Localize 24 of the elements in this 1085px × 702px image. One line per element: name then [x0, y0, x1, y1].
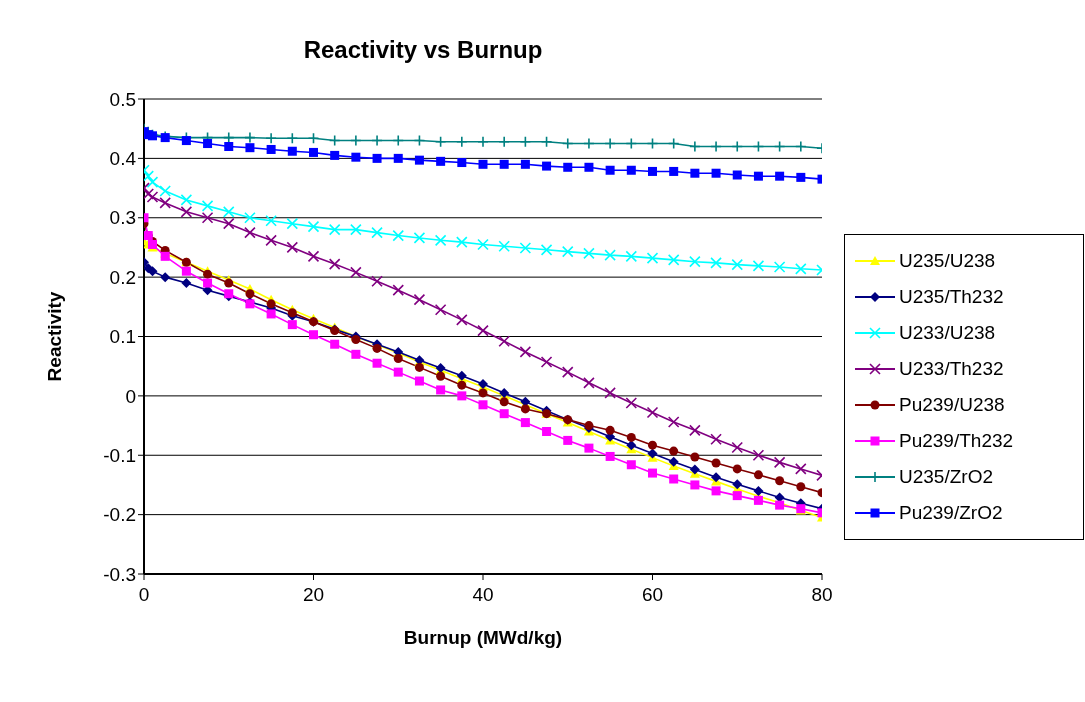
- y-tick-label: 0: [125, 385, 136, 407]
- x-tick-label: 40: [472, 584, 494, 606]
- x-tick-label: 80: [811, 584, 833, 606]
- legend-label: U235/Th232: [899, 286, 1004, 308]
- y-tick-label: 0.4: [109, 148, 137, 170]
- legend-label: Pu239/Th232: [899, 430, 1014, 452]
- legend-label: U233/U238: [899, 322, 996, 344]
- y-tick-label: -0.3: [103, 563, 136, 585]
- y-tick-label: -0.1: [103, 444, 136, 466]
- legend-label: U235/U238: [899, 250, 996, 272]
- x-tick-label: 60: [641, 584, 664, 606]
- x-axis-title: Burnup (MWd/kg): [403, 627, 563, 648]
- y-tick-label: -0.2: [103, 504, 136, 526]
- legend-label: U233/Th232: [899, 358, 1004, 380]
- y-tick-label: 0.3: [109, 207, 136, 229]
- y-tick-label: 0.5: [109, 88, 136, 110]
- y-tick-label: 0.2: [109, 266, 136, 288]
- y-tick-label: 0.1: [109, 326, 136, 348]
- legend-label: Pu239/ZrO2: [899, 502, 1003, 524]
- y-axis-title: Reactivity: [43, 291, 65, 382]
- x-tick-label: 20: [302, 584, 325, 606]
- legend-label: Pu239/U238: [899, 394, 1005, 416]
- legend-label: U235/ZrO2: [899, 466, 993, 488]
- chart-title: Reactivity vs Burnup: [302, 36, 544, 64]
